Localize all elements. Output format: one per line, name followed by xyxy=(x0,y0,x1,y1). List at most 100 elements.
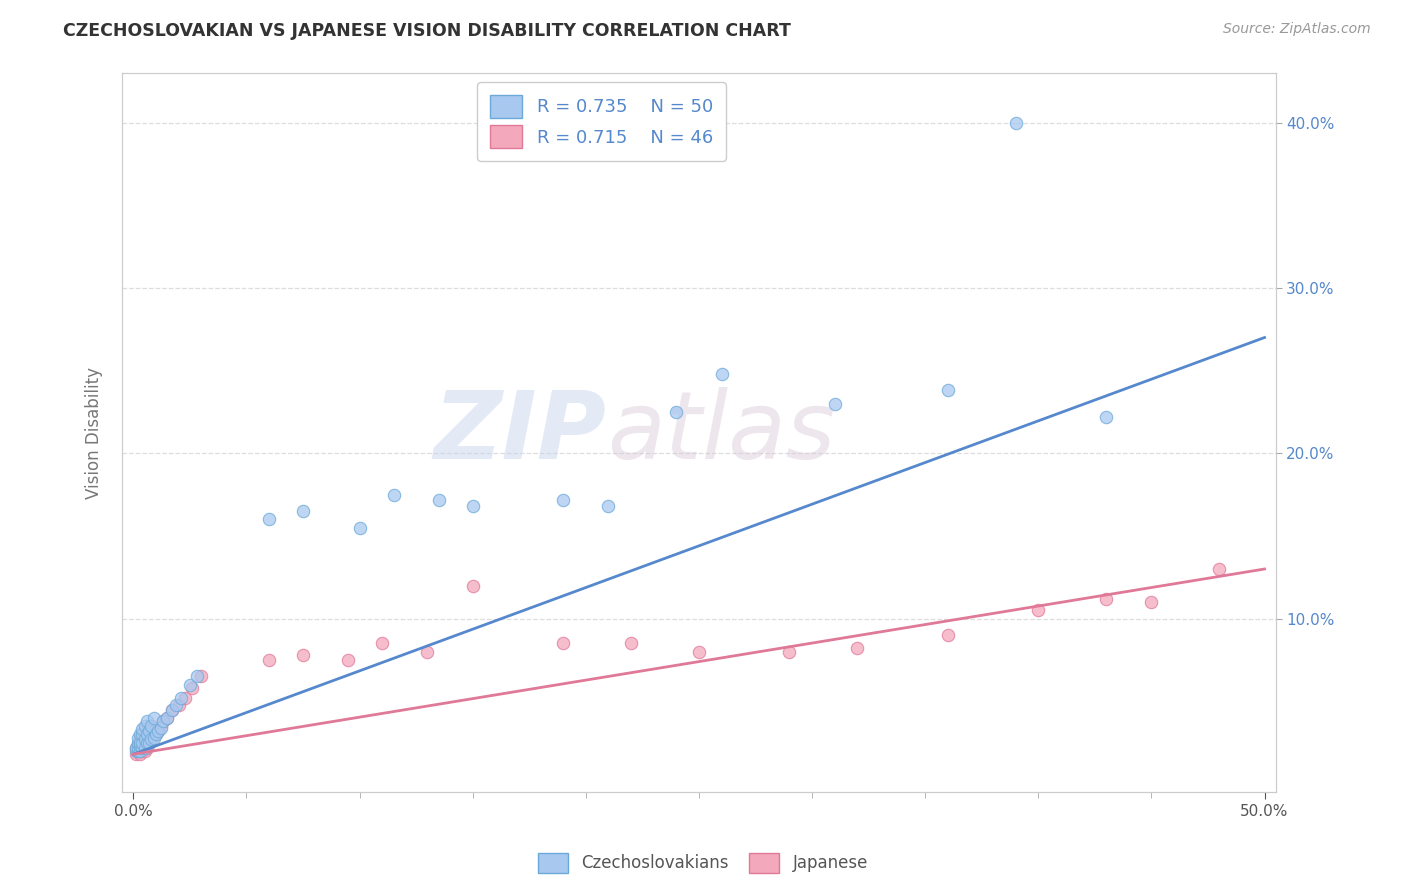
Point xyxy=(427,492,450,507)
Point xyxy=(416,645,439,659)
Point xyxy=(129,736,152,750)
Text: CZECHOSLOVAKIAN VS JAPANESE VISION DISABILITY CORRELATION CHART: CZECHOSLOVAKIAN VS JAPANESE VISION DISAB… xyxy=(63,22,792,40)
Point xyxy=(129,739,152,753)
Point xyxy=(160,702,183,716)
Point xyxy=(620,636,643,650)
Point xyxy=(131,736,153,750)
Point xyxy=(127,744,149,758)
Point xyxy=(461,499,484,513)
Point xyxy=(136,740,159,755)
Point xyxy=(124,744,146,758)
Point xyxy=(553,636,575,650)
Point xyxy=(461,578,484,592)
Legend: Czechoslovakians, Japanese: Czechoslovakians, Japanese xyxy=(531,847,875,880)
Point xyxy=(127,736,149,750)
Point xyxy=(665,405,688,419)
Point xyxy=(129,747,152,761)
Point xyxy=(138,723,160,737)
Point xyxy=(131,727,153,741)
Point xyxy=(292,504,315,518)
Point xyxy=(382,487,405,501)
Point xyxy=(134,719,156,733)
Point xyxy=(598,499,620,513)
Text: Source: ZipAtlas.com: Source: ZipAtlas.com xyxy=(1223,22,1371,37)
Point xyxy=(824,397,846,411)
Point xyxy=(138,724,160,739)
Point xyxy=(1140,595,1163,609)
Point xyxy=(1208,562,1230,576)
Point xyxy=(141,732,163,747)
Y-axis label: Vision Disability: Vision Disability xyxy=(86,367,103,499)
Point xyxy=(257,653,280,667)
Point xyxy=(127,744,149,758)
Point xyxy=(292,648,315,662)
Point xyxy=(136,736,159,750)
Point xyxy=(152,714,174,728)
Point xyxy=(129,744,152,758)
Point xyxy=(152,714,174,728)
Point xyxy=(134,740,156,755)
Point xyxy=(148,724,170,739)
Point xyxy=(1095,591,1118,606)
Point xyxy=(141,731,163,745)
Point xyxy=(134,724,156,739)
Point xyxy=(131,723,153,737)
Text: ZIP: ZIP xyxy=(434,386,606,479)
Point xyxy=(149,721,172,735)
Point xyxy=(141,719,163,733)
Point xyxy=(936,628,959,642)
Point xyxy=(688,645,710,659)
Point xyxy=(134,732,156,747)
Point xyxy=(131,744,153,758)
Point xyxy=(179,678,201,692)
Point xyxy=(371,636,394,650)
Point xyxy=(165,698,187,712)
Point xyxy=(167,698,190,712)
Point xyxy=(127,740,149,755)
Point xyxy=(1026,603,1049,617)
Point xyxy=(136,714,159,728)
Point xyxy=(134,744,156,758)
Point xyxy=(136,727,159,741)
Point xyxy=(145,727,167,741)
Point xyxy=(131,740,153,755)
Point xyxy=(131,736,153,750)
Point xyxy=(142,711,165,725)
Point xyxy=(936,384,959,398)
Point xyxy=(134,736,156,750)
Point xyxy=(710,367,733,381)
Text: atlas: atlas xyxy=(606,387,835,478)
Point xyxy=(349,521,371,535)
Point xyxy=(145,727,167,741)
Point xyxy=(124,747,146,761)
Point xyxy=(129,731,152,745)
Point xyxy=(142,727,165,741)
Point xyxy=(129,727,152,741)
Point xyxy=(170,690,193,705)
Point xyxy=(174,690,197,705)
Point xyxy=(124,740,146,755)
Point xyxy=(138,736,160,750)
Point xyxy=(337,653,360,667)
Point xyxy=(138,736,160,750)
Point xyxy=(127,737,149,751)
Point xyxy=(142,731,165,745)
Point xyxy=(148,724,170,739)
Point xyxy=(553,492,575,507)
Point xyxy=(127,731,149,745)
Point xyxy=(160,702,183,716)
Point xyxy=(131,727,153,741)
Point xyxy=(181,681,204,695)
Point xyxy=(846,641,869,656)
Point xyxy=(156,711,179,725)
Point xyxy=(149,719,172,733)
Legend: R = 0.735    N = 50, R = 0.715    N = 46: R = 0.735 N = 50, R = 0.715 N = 46 xyxy=(477,82,725,161)
Point xyxy=(257,512,280,526)
Point xyxy=(156,711,179,725)
Point xyxy=(190,669,212,683)
Point xyxy=(141,719,163,733)
Point xyxy=(129,740,152,755)
Point xyxy=(778,645,800,659)
Point xyxy=(1095,409,1118,424)
Point xyxy=(136,727,159,741)
